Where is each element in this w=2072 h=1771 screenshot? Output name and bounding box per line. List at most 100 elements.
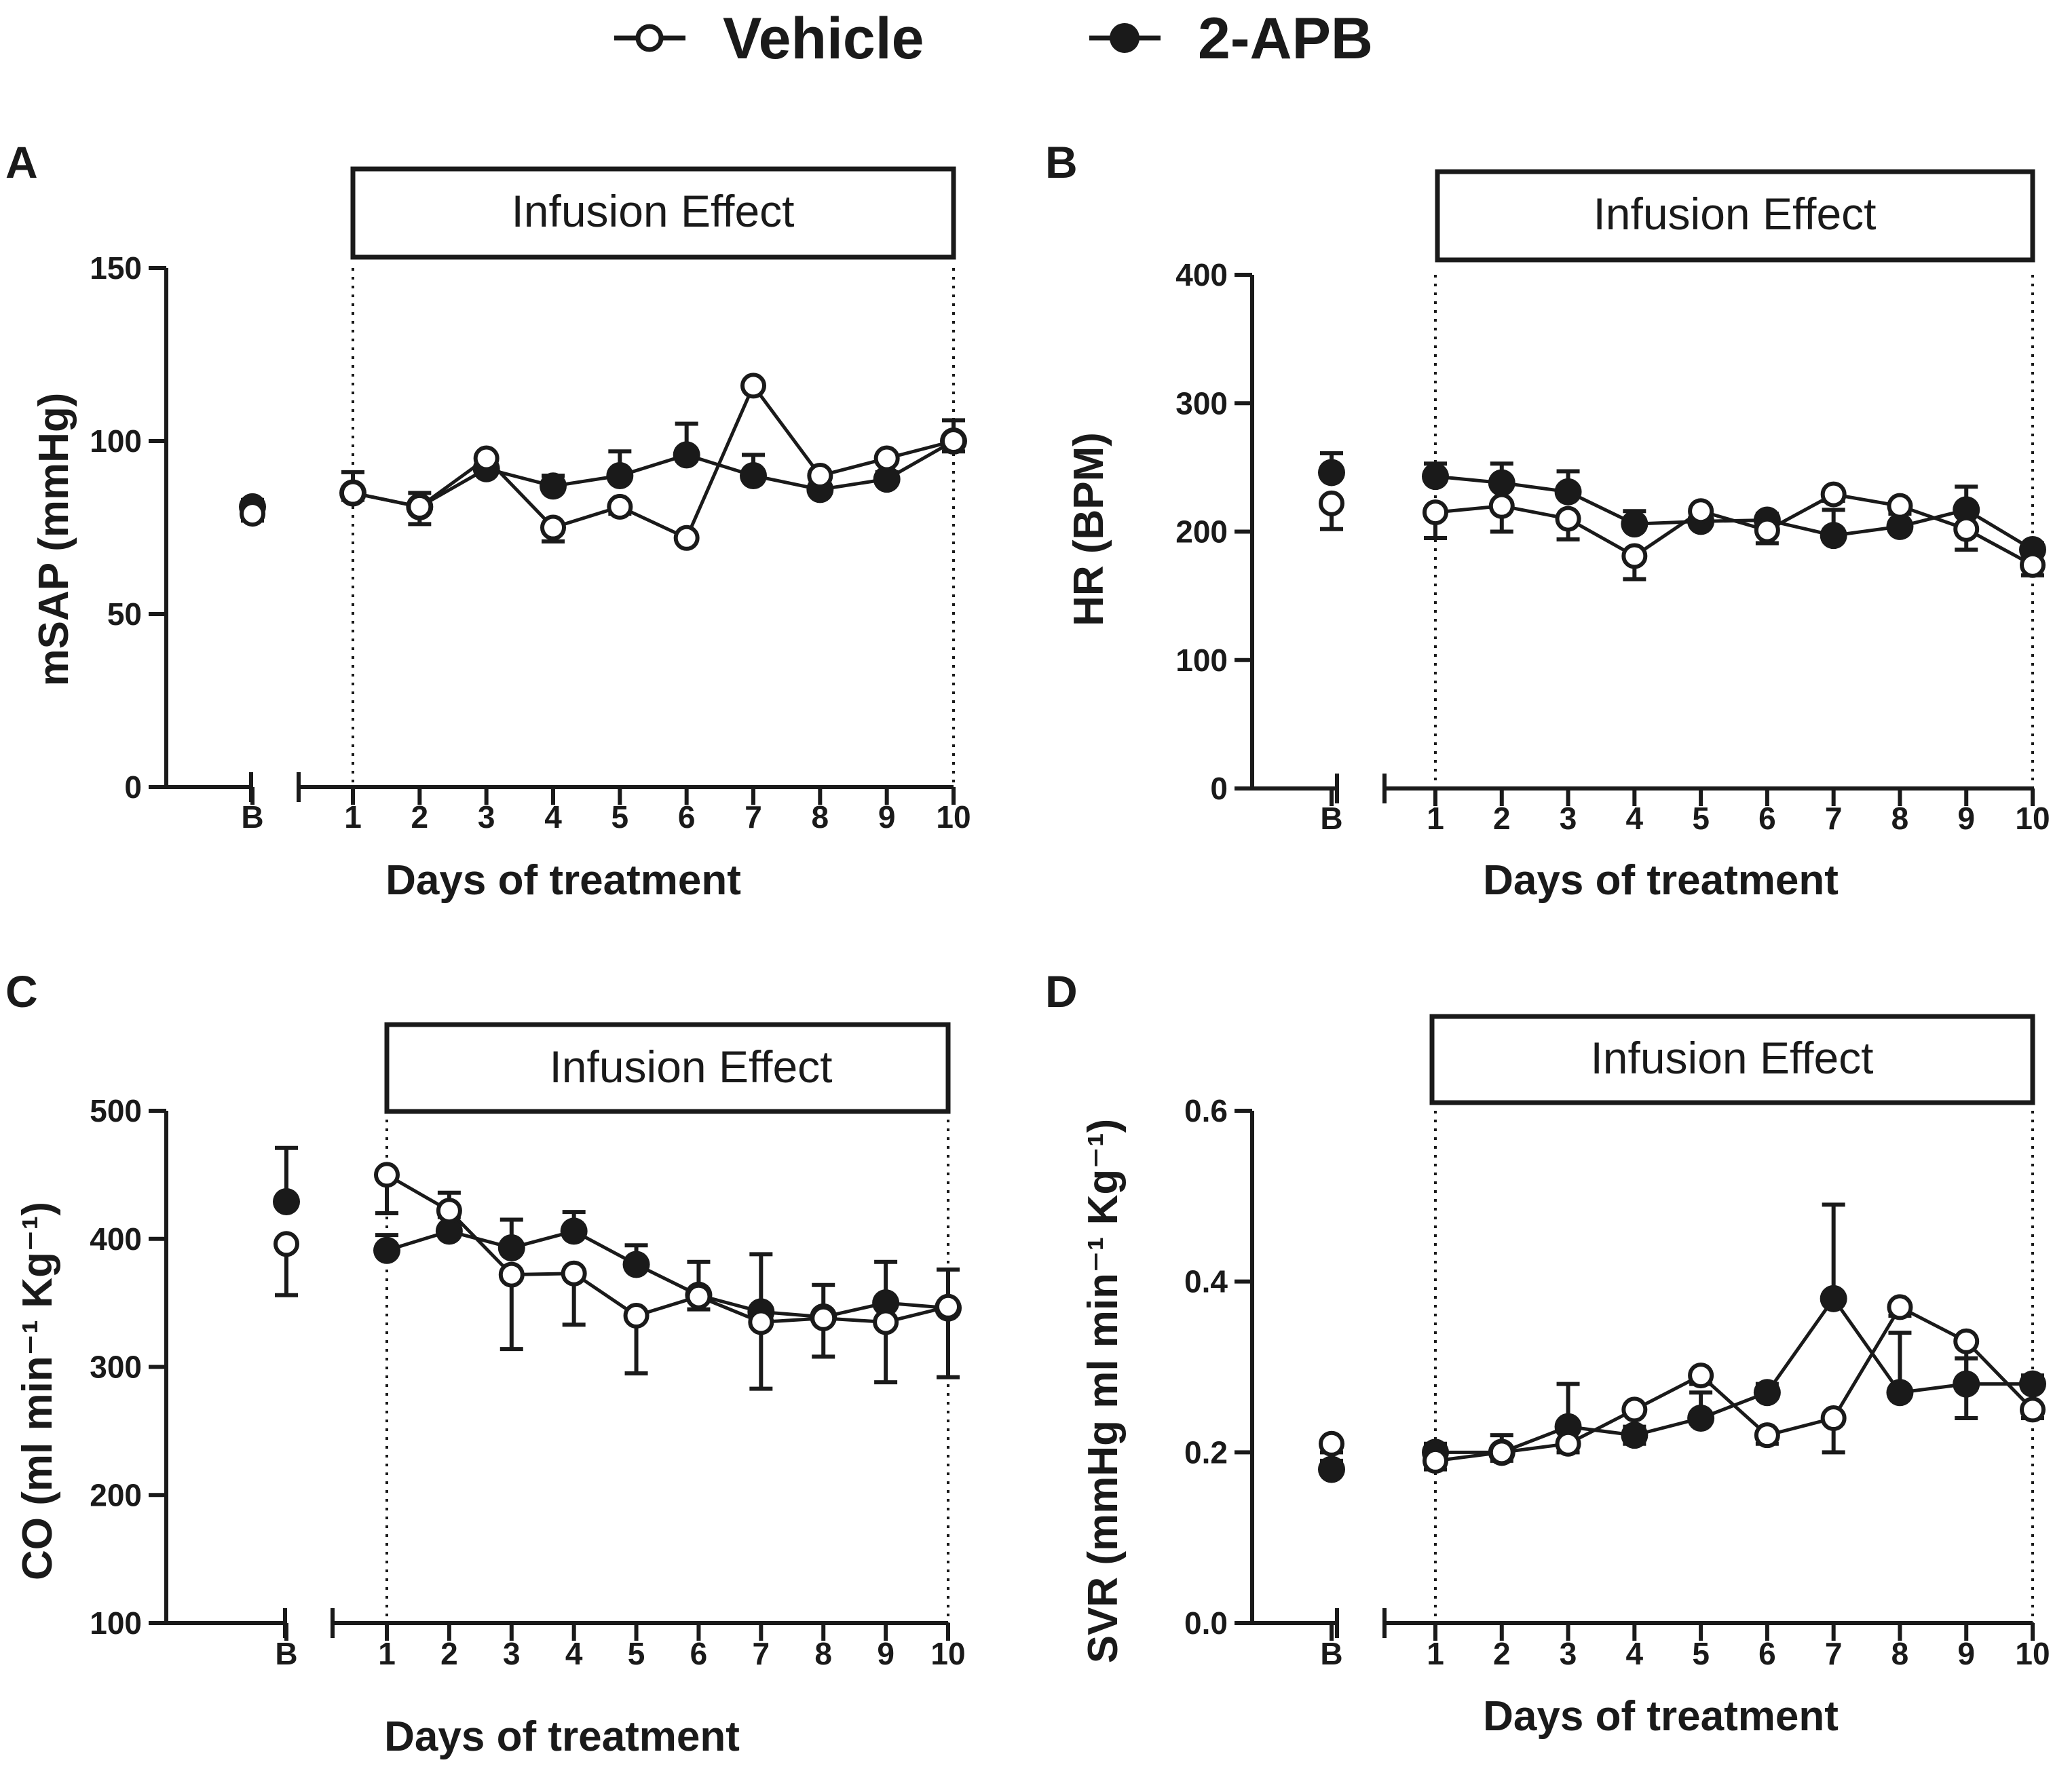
y-tick-label-b-2: 200 (1175, 514, 1228, 550)
y-tick-label-a-2: 100 (90, 423, 142, 459)
series-line-c-vehicle (385, 1173, 949, 1324)
point-a-vehicle-3 (473, 445, 500, 472)
point-b-vehicle-0 (1319, 490, 1344, 516)
y-tick-label-b-4: 400 (1175, 257, 1228, 292)
legend-apb-label: 2-APB (1198, 6, 1373, 71)
y-axis-title-c: CO (ml min⁻¹ Kg⁻¹) (14, 1202, 61, 1580)
panel-letter-d: D (1045, 966, 1078, 1016)
x-tick-label-a-9: 9 (878, 799, 896, 835)
y-tick-label-a-3: 150 (90, 250, 142, 286)
x-axis-title-a: Days of treatment (385, 857, 741, 904)
point-c-vehicle-0 (274, 1231, 299, 1257)
x-tick-label-b-3: 3 (1560, 801, 1577, 836)
y-tick-label-c-4: 500 (90, 1093, 142, 1128)
x-tick-label-a-2: 2 (411, 799, 429, 835)
point-a-vehicle-8 (807, 463, 833, 489)
x-tick-label-a-5: 5 (611, 799, 629, 835)
point-d-vehicle-0 (1319, 1430, 1344, 1457)
point-c-apb-1 (373, 1236, 400, 1264)
point-c-vehicle-9 (873, 1309, 899, 1335)
point-c-vehicle-8 (810, 1305, 837, 1331)
series-line-a-vehicle (352, 382, 954, 541)
legend-vehicle-label: Vehicle (723, 6, 924, 71)
x-tick-label-d-9: 9 (1957, 1636, 1975, 1671)
x-tick-label-d-1: 1 (1427, 1636, 1444, 1671)
point-d-vehicle-7 (1820, 1405, 1847, 1431)
point-b-vehicle-10 (2020, 552, 2046, 578)
point-a-vehicle-2 (407, 493, 433, 520)
x-tick-label-c-8: 8 (814, 1636, 832, 1671)
point-a-vehicle-7 (740, 373, 766, 399)
point-c-apb-2 (435, 1217, 463, 1245)
series-line-a-apb (352, 439, 955, 509)
y-tick-label-c-0: 100 (90, 1605, 142, 1641)
x-tick-label-b-7: 7 (1825, 801, 1843, 836)
point-c-vehicle-2 (436, 1198, 462, 1224)
point-c-vehicle-6 (685, 1283, 712, 1310)
point-d-vehicle-8 (1887, 1294, 1913, 1320)
point-d-vehicle-1 (1423, 1447, 1448, 1474)
point-b-apb-8 (1886, 512, 1914, 540)
point-a-apb-4 (540, 472, 567, 500)
point-b-vehicle-2 (1488, 493, 1515, 519)
point-a-apb-9 (873, 465, 901, 493)
infusion-box-c (384, 1022, 951, 1114)
point-b-vehicle-6 (1754, 517, 1780, 544)
x-tick-label-d-2: 2 (1493, 1636, 1511, 1671)
series-line-d-apb (1435, 1295, 2033, 1454)
point-c-vehicle-1 (374, 1162, 400, 1188)
point-a-apb-6 (673, 441, 700, 469)
panel-d: D Infusion Effect Days of treatment SVR … (1045, 966, 2050, 1740)
point-b-vehicle-9 (1953, 516, 1980, 542)
x-tick-label-b-9: 9 (1957, 801, 1975, 836)
point-d-vehicle-2 (1488, 1439, 1515, 1466)
x-tick-label-b-1: 1 (1427, 801, 1444, 836)
point-a-vehicle-4 (540, 514, 566, 541)
x-tick-label-c-4: 4 (565, 1636, 583, 1671)
point-c-vehicle-10 (935, 1293, 961, 1320)
x-tick-label-d-5: 5 (1692, 1636, 1710, 1671)
point-d-vehicle-9 (1953, 1328, 1980, 1354)
panel-letter-b: B (1045, 137, 1078, 187)
point-b-apb-4 (1621, 510, 1649, 538)
y-tick-label-d-0: 0.0 (1184, 1605, 1228, 1641)
x-tick-label-d-6: 6 (1758, 1636, 1776, 1671)
y-axis-title-b: HR (BPM) (1066, 432, 1112, 626)
point-c-apb-4 (560, 1217, 588, 1245)
point-d-vehicle-3 (1555, 1430, 1581, 1457)
point-b-vehicle-5 (1688, 498, 1714, 525)
point-c-apb-3 (497, 1234, 525, 1261)
point-a-vehicle-9 (873, 445, 900, 472)
point-b-vehicle-8 (1887, 493, 1913, 519)
point-b-vehicle-4 (1621, 543, 1648, 569)
point-a-vehicle-0 (240, 501, 265, 527)
y-tick-label-c-2: 300 (90, 1350, 142, 1385)
infusion-box-a (350, 166, 956, 260)
x-tick-label-c-0: B (275, 1636, 297, 1671)
x-tick-label-b-2: 2 (1493, 801, 1511, 836)
x-axis-title-c: Days of treatment (384, 1713, 740, 1760)
point-c-apb-0 (273, 1188, 300, 1216)
y-tick-label-d-3: 0.6 (1184, 1093, 1228, 1128)
panel-letter-c: C (5, 966, 38, 1016)
infusion-box-b (1435, 169, 2035, 263)
point-c-vehicle-7 (748, 1309, 774, 1335)
y-tick-label-c-1: 200 (90, 1477, 142, 1512)
x-tick-label-b-6: 6 (1758, 801, 1776, 836)
series-line-b-apb (1435, 474, 2034, 552)
x-tick-label-d-3: 3 (1560, 1636, 1577, 1671)
y-tick-label-a-1: 50 (107, 596, 142, 632)
point-d-apb-6 (1753, 1379, 1781, 1407)
x-tick-label-c-7: 7 (753, 1636, 770, 1671)
point-b-apb-2 (1488, 469, 1515, 497)
panel-c: C Infusion Effect Days of treatment CO (… (5, 966, 966, 1760)
x-tick-label-c-9: 9 (877, 1636, 894, 1671)
panel-a: A Infusion Effect Days of treatment mSAP… (5, 137, 971, 904)
x-tick-label-a-8: 8 (812, 799, 829, 835)
y-tick-label-c-3: 400 (90, 1221, 142, 1257)
point-c-apb-9 (872, 1289, 900, 1317)
point-c-apb-5 (622, 1251, 650, 1278)
x-tick-label-a-10: 10 (936, 799, 971, 835)
panel-b: B Infusion Effect Days of treatment HR (… (1045, 137, 2050, 904)
